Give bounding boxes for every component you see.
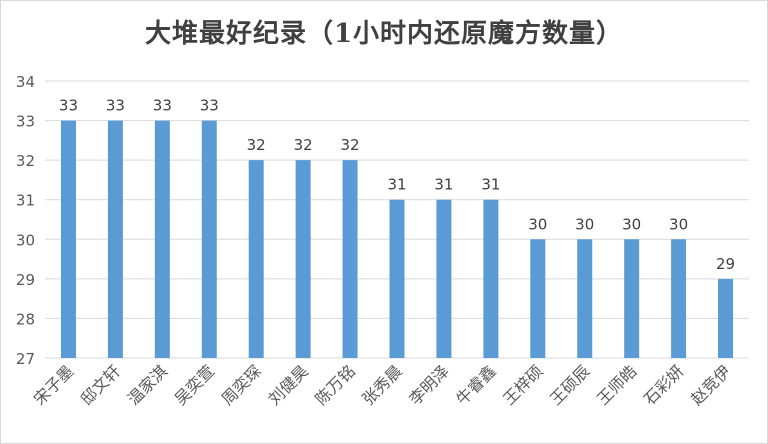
y-tick-label: 31 [16,192,35,210]
bar [248,160,264,358]
data-label: 30 [622,215,641,233]
x-tick-label: 宋子墨 [30,361,77,408]
x-tick-label: 李明泽 [405,361,452,408]
x-tick-label: 邸文轩 [77,361,124,408]
y-tick-label: 33 [16,113,35,131]
bar [295,160,311,358]
data-label: 31 [387,176,406,194]
data-label: 33 [106,97,125,115]
bar [342,160,358,358]
data-label: 31 [434,176,453,194]
x-tick-label: 陈万铭 [312,361,359,408]
bar [577,239,593,358]
bar [624,239,640,358]
x-tick-label: 刘健昊 [265,361,312,408]
data-label: 32 [341,136,360,154]
data-label: 31 [481,176,500,194]
y-tick-label: 32 [16,152,35,170]
data-label: 33 [153,97,172,115]
x-tick-label: 张秀晨 [358,361,405,408]
x-tick-label: 石彩妍 [640,361,687,408]
y-tick-label: 27 [16,350,35,368]
bar [107,120,123,358]
data-label: 32 [247,136,266,154]
bar [154,120,170,358]
data-label: 30 [669,215,688,233]
x-tick-label: 王师皓 [593,361,640,408]
x-tick-label: 周奕琛 [218,361,265,408]
x-tick-label: 牛睿鑫 [452,361,499,408]
x-tick-label: 王梓硕 [499,361,546,408]
bar [60,120,76,358]
bar [389,199,405,358]
y-tick-label: 34 [16,73,35,91]
x-tick-label: 赵竞伊 [687,361,734,408]
data-label: 30 [575,215,594,233]
data-label: 30 [528,215,547,233]
x-tick-label: 王硕辰 [546,361,593,408]
bar [671,239,687,358]
y-tick-label: 30 [16,231,35,249]
data-label: 33 [59,97,78,115]
x-tick-label: 吴奕萱 [171,361,218,408]
data-label: 32 [294,136,313,154]
data-label: 33 [200,97,219,115]
bar [436,199,452,358]
bar [718,278,734,358]
bar [483,199,499,358]
bar [201,120,217,358]
chart-title: 大堆最好纪录（1小时内还原魔方数量） [144,19,624,49]
y-tick-label: 28 [16,310,35,328]
x-tick-label: 温家淇 [124,361,171,408]
y-tick-label: 29 [16,271,35,289]
data-label: 29 [716,255,735,273]
bar [530,239,546,358]
